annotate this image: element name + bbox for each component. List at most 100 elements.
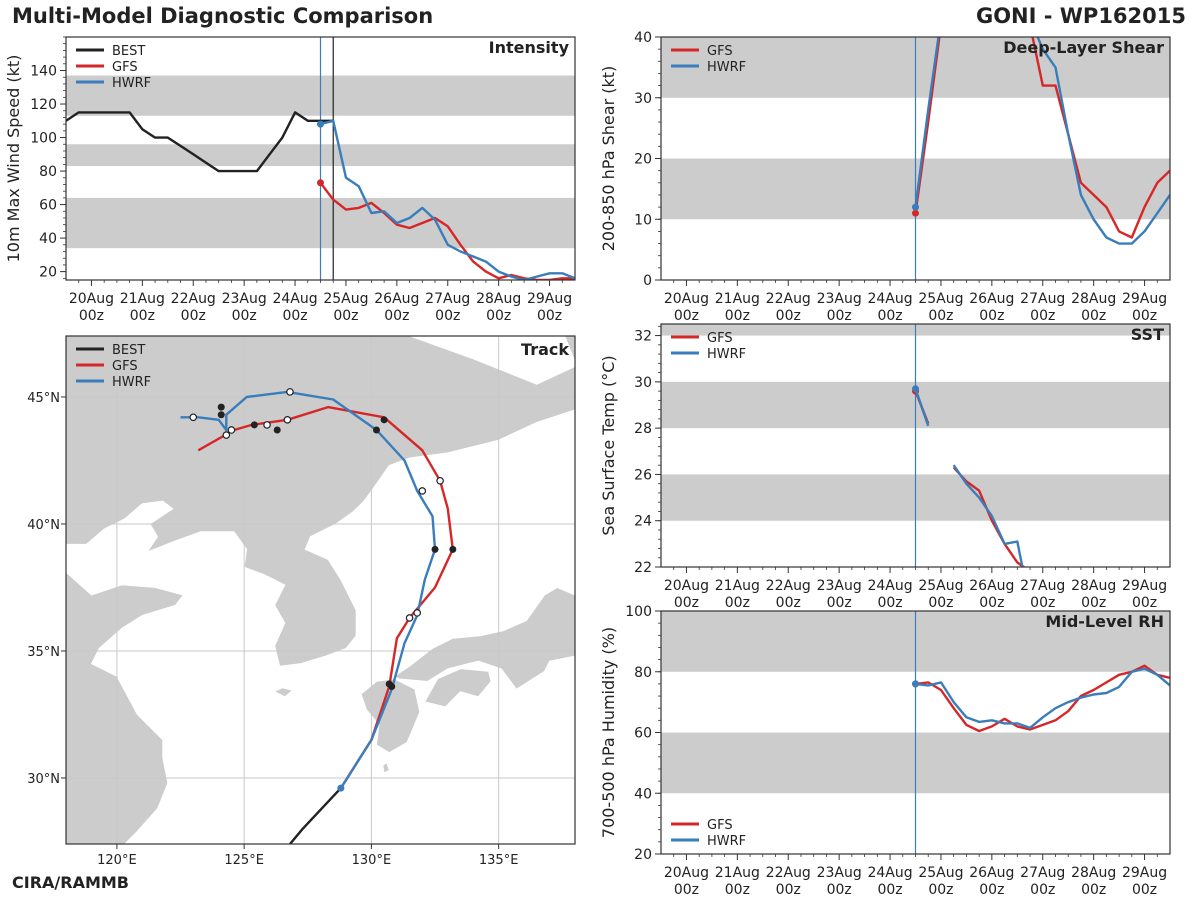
rh-xtick-sublabel: 00z (1081, 882, 1106, 898)
intensity-xtick-label: 25Aug (323, 291, 368, 307)
legend-label-best: BEST (112, 44, 145, 59)
rh-start-point-hwrf (912, 680, 919, 688)
shear-start-point-gfs (912, 209, 919, 217)
sst-title: SST (1131, 325, 1164, 344)
intensity-xtick-sublabel: 00z (486, 308, 511, 324)
shear-start-point-hwrf (912, 203, 919, 211)
rh-xtick-sublabel: 00z (1030, 882, 1055, 898)
track-plot-area (66, 336, 575, 844)
sst-xtick-label: 21Aug (715, 578, 760, 594)
intensity-series-hwrf (320, 119, 575, 280)
intensity-xtick-sublabel: 00z (333, 308, 358, 324)
shear-xtick-sublabel: 00z (877, 308, 902, 324)
intensity-xtick-label: 28Aug (476, 291, 521, 307)
sst-xtick-sublabel: 00z (1081, 595, 1106, 611)
intensity-plot-area (66, 37, 575, 280)
rh-xtick-sublabel: 00z (928, 882, 953, 898)
rh-ytick-label: 20 (634, 847, 652, 863)
track-point-00z (217, 403, 225, 411)
intensity-ytick-label: 120 (30, 97, 57, 113)
track-start-point (337, 784, 345, 792)
shear-ytick-label: 0 (643, 273, 652, 289)
sst-xtick-label: 24Aug (867, 578, 912, 594)
sst-xtick-sublabel: 00z (674, 595, 699, 611)
sst-xtick-label: 29Aug (1122, 578, 1167, 594)
shear-xtick-sublabel: 00z (725, 308, 750, 324)
kyushu-land (360, 678, 421, 754)
jeju-land (273, 687, 294, 698)
track-xtick-label: 135°E (479, 853, 519, 868)
rh-xtick-sublabel: 00z (1132, 882, 1157, 898)
track-point-00z (388, 683, 396, 691)
shear-xtick-sublabel: 00z (827, 308, 852, 324)
track-point-12z (227, 426, 236, 434)
intensity-xtick-sublabel: 00z (79, 308, 104, 324)
shear-title: Deep-Layer Shear (1003, 38, 1164, 57)
track-xtick-label: 125°E (224, 853, 264, 868)
track-point-12z (283, 416, 292, 424)
intensity-ytick-label: 100 (30, 131, 57, 147)
rh-chart: 2040608010020Aug00z21Aug00z22Aug00z23Aug… (599, 604, 1171, 898)
honshu-land (393, 587, 575, 690)
shear-xtick-label: 21Aug (715, 291, 760, 307)
track-point-00z (250, 421, 258, 429)
track-ytick-label: 30°N (27, 772, 60, 787)
shear-ytick-label: 10 (634, 212, 652, 228)
rh-xtick-sublabel: 00z (725, 882, 750, 898)
intensity-xtick-label: 20Aug (69, 291, 114, 307)
track-frame (65, 335, 576, 845)
intensity-xtick-label: 27Aug (425, 291, 470, 307)
rh-ytick-label: 60 (634, 726, 652, 742)
shear-xtick-label: 24Aug (867, 291, 912, 307)
sst-xtick-sublabel: 00z (979, 595, 1004, 611)
legend-label-hwrf: HWRF (707, 834, 746, 849)
rh-xtick-label: 21Aug (715, 865, 760, 881)
sst-plot-area (661, 324, 1170, 567)
page-title: Multi-Model Diagnostic Comparison (12, 4, 434, 28)
intensity-start-point-gfs (317, 179, 324, 187)
shear-xtick-label: 25Aug (918, 291, 963, 307)
rh-ytick-label: 100 (625, 604, 652, 620)
sst-xtick-sublabel: 00z (725, 595, 750, 611)
sst-ylabel: Sea Surface Temp (°C) (599, 355, 618, 535)
rh-xtick-sublabel: 00z (979, 882, 1004, 898)
track-point-00z (431, 545, 439, 553)
track-series-best (289, 787, 342, 844)
track-xtick-label: 120°E (97, 853, 137, 868)
intensity-xtick-sublabel: 00z (384, 308, 409, 324)
sst-ytick-label: 24 (634, 514, 652, 530)
rh-series-gfs (915, 664, 1170, 733)
legend-label-gfs: GFS (707, 818, 733, 833)
sst-xtick-label: 25Aug (918, 578, 963, 594)
footer-credit: CIRA/RAMMB (12, 873, 129, 892)
track-point-00z (449, 545, 457, 553)
sst-xtick-sublabel: 00z (1132, 595, 1157, 611)
sst-series-hwrf (914, 388, 930, 427)
sst-xtick-sublabel: 00z (928, 595, 953, 611)
rh-xtick-label: 23Aug (817, 865, 862, 881)
shear-series-gfs (914, 37, 1170, 239)
intensity-ytick-label: 40 (39, 231, 57, 247)
rh-xtick-label: 28Aug (1071, 865, 1116, 881)
intensity-xtick-label: 26Aug (374, 291, 419, 307)
sst-xtick-label: 27Aug (1020, 578, 1065, 594)
track-point-12z (405, 614, 414, 622)
shear-xtick-sublabel: 00z (776, 308, 801, 324)
intensity-ytick-label: 60 (39, 198, 57, 214)
rh-xtick-label: 20Aug (664, 865, 709, 881)
far-east-land (564, 336, 575, 362)
rh-ylabel: 700-500 hPa Humidity (%) (599, 627, 618, 838)
track-xtick-label: 130°E (352, 853, 392, 868)
sst-ytick-label: 32 (634, 329, 652, 345)
intensity-xtick-label: 24Aug (272, 291, 317, 307)
sst-ytick-label: 22 (634, 560, 652, 576)
intensity-title: Intensity (489, 38, 570, 57)
shear-xtick-label: 22Aug (766, 291, 811, 307)
shear-xtick-sublabel: 00z (1030, 308, 1055, 324)
shear-ytick-label: 20 (634, 152, 652, 168)
shear-xtick-label: 23Aug (817, 291, 862, 307)
track-point-00z (273, 426, 281, 434)
rh-xtick-label: 22Aug (766, 865, 811, 881)
track-map: 120°E 125°E 130°E 135°E 30°N 35°N 40°N 45°N Trac… (27, 335, 576, 868)
legend-label-hwrf: HWRF (707, 347, 746, 362)
